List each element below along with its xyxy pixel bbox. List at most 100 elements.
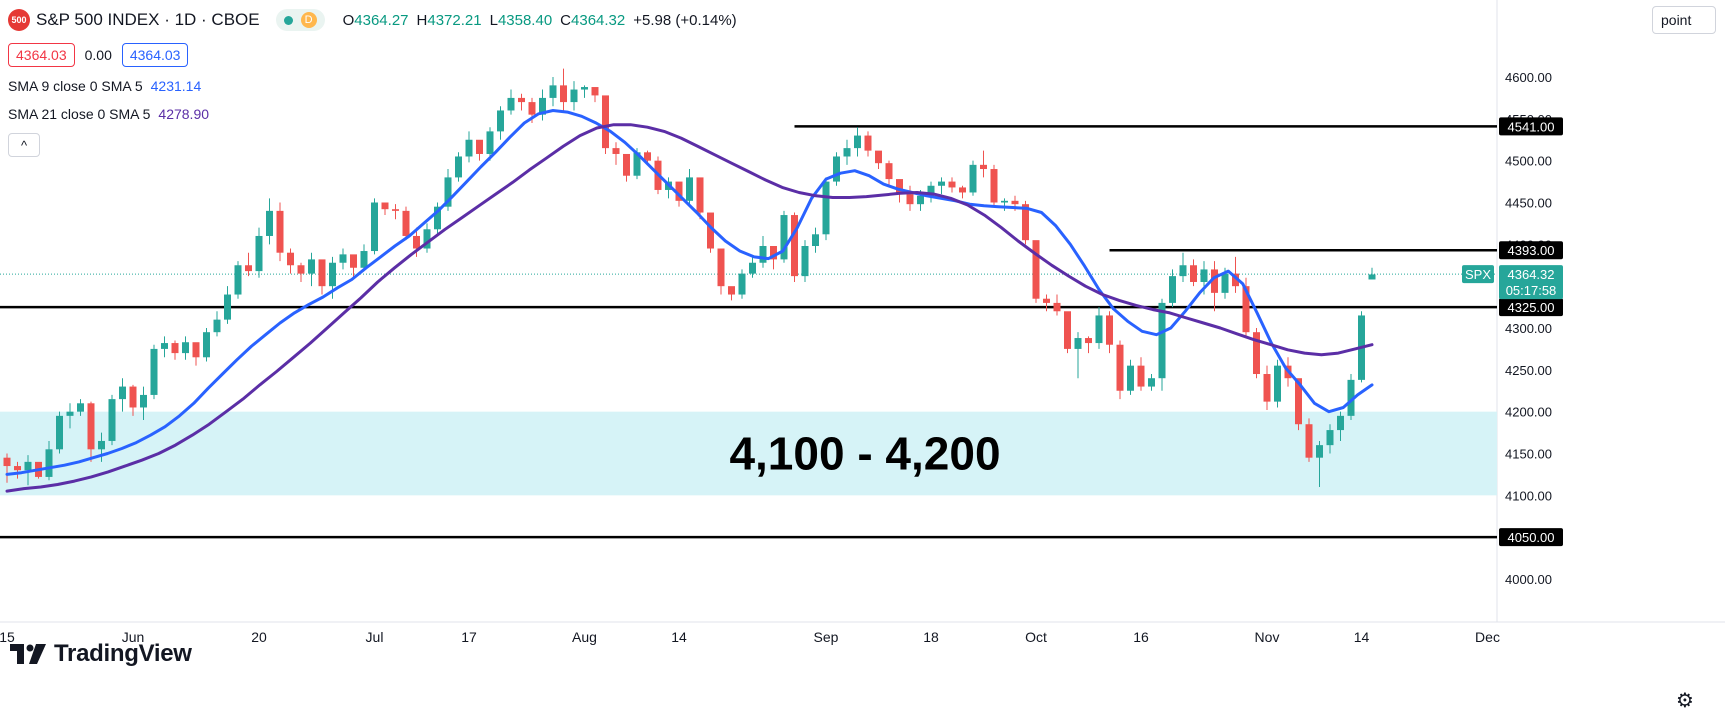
candle-body-down — [245, 265, 252, 272]
candle-body-up — [1001, 200, 1008, 203]
candle-body-up — [1074, 338, 1082, 349]
candle-body-up — [108, 399, 116, 441]
x-tick-label: Oct — [1025, 629, 1047, 645]
candle-body-down — [906, 194, 914, 205]
candle-body-down — [1253, 332, 1260, 375]
candle-body-up — [465, 139, 473, 157]
level-price-label: 4541.00 — [1508, 119, 1555, 134]
candle-body-down — [350, 254, 357, 268]
last-price-tag — [1499, 265, 1563, 300]
level-price-tag — [1499, 117, 1563, 136]
candle-body-down — [791, 215, 798, 277]
candle-body-up — [1179, 265, 1187, 277]
candle-body-up — [917, 195, 924, 205]
level-price-label: 4325.00 — [1508, 300, 1555, 315]
level-price-label: 4050.00 — [1508, 530, 1555, 545]
candle-body-up — [507, 97, 515, 111]
candle-body-up — [182, 342, 189, 354]
candle-body-down — [528, 102, 536, 115]
sell-button[interactable]: 4364.03 — [8, 43, 75, 67]
symbol-tag-label: SPX — [1465, 267, 1491, 282]
gear-icon[interactable]: ⚙ — [1676, 690, 1694, 712]
y-tick-label: 4600.00 — [1505, 70, 1552, 85]
x-tick-label: Nov — [1255, 629, 1280, 645]
buy-button[interactable]: 4364.03 — [121, 43, 189, 67]
candle-body-down — [1053, 302, 1061, 312]
candle-body-down — [1242, 286, 1250, 333]
symbol-row: 500 S&P 500 INDEX · 1D · CBOE D O4364.27… — [8, 8, 745, 32]
x-tick-label: 14 — [1354, 629, 1370, 645]
candle-body-down — [717, 248, 725, 287]
symbol-logo[interactable]: 500 — [8, 9, 30, 31]
y-tick-label: 4200.00 — [1505, 405, 1552, 420]
x-tick-label: 18 — [923, 629, 939, 645]
x-tick-label: 20 — [251, 629, 267, 645]
candle-body-up — [759, 246, 767, 263]
level-price-tag — [1499, 298, 1563, 317]
price-change: +5.98 (+0.14%) — [633, 11, 737, 29]
spread-value: 0.00 — [84, 47, 112, 63]
sma21-value: 4278.90 — [158, 106, 210, 122]
candle-body-up — [161, 343, 168, 349]
candle-body-down — [297, 265, 305, 274]
candle-body-down — [1043, 298, 1050, 303]
candle-body-down — [885, 163, 893, 180]
candle-body-down — [623, 153, 630, 176]
candle-body-down — [728, 286, 735, 295]
tradingview-watermark[interactable]: TradingView — [10, 640, 192, 668]
data-delay-badge: D — [300, 12, 317, 28]
x-tick-label: 17 — [461, 629, 477, 645]
candle-body-down — [392, 209, 399, 211]
candle-body-up — [66, 411, 74, 416]
candle-body-down — [381, 202, 389, 210]
candle-body-down — [1137, 365, 1145, 387]
candle-body-down — [276, 210, 284, 253]
sma9-line — [5, 109, 1374, 476]
collapse-legend-button[interactable]: ^ — [8, 133, 40, 157]
candle-body-down — [696, 177, 704, 213]
candle-body-up — [539, 97, 546, 115]
candle-body-up — [1200, 269, 1208, 282]
candle-body-up — [1337, 415, 1344, 431]
ohlc-close: C4364.32 — [560, 11, 626, 29]
candle-body-up — [329, 262, 336, 287]
candle-body-up — [119, 386, 126, 400]
candle-body-down — [1064, 311, 1071, 349]
candle-body-up — [140, 394, 147, 408]
candle-body-down — [518, 97, 525, 103]
sma21-line — [5, 123, 1374, 493]
bar-countdown: 05:17:58 — [1506, 283, 1557, 298]
candle-body-up — [1368, 274, 1376, 280]
ohlc-open: O4364.27 — [342, 11, 409, 29]
y-tick-label: 4150.00 — [1505, 447, 1552, 462]
candle-body-down — [402, 210, 410, 236]
candle-body-up — [98, 440, 105, 450]
symbol-title[interactable]: S&P 500 INDEX · 1D · CBOE — [36, 10, 260, 29]
cursor-mode-select[interactable]: point — [1652, 6, 1716, 34]
candle-body-down — [980, 164, 987, 170]
x-tick-label: Jun — [122, 629, 145, 645]
candle-body-down — [1263, 374, 1271, 402]
candle-body-down — [770, 246, 777, 260]
candle-body-up — [822, 181, 830, 235]
candle-body-up — [1169, 276, 1176, 303]
sma9-legend[interactable]: SMA 9 close 0 SMA 5 4231.14 — [8, 75, 745, 97]
x-tick-label: 15 — [0, 629, 15, 645]
trade-row: 4364.03 0.00 4364.03 — [8, 41, 745, 69]
candle-body-down — [560, 85, 567, 103]
level-price-tag — [1499, 241, 1563, 260]
candle-body-down — [287, 252, 294, 266]
candle-body-down — [318, 259, 326, 287]
candle-body-down — [591, 87, 599, 96]
sma21-label: SMA 21 close 0 SMA 5 — [8, 106, 151, 122]
sma21-legend[interactable]: SMA 21 close 0 SMA 5 4278.90 — [8, 103, 745, 125]
market-status-pill[interactable]: D — [275, 9, 325, 31]
x-tick-label: 16 — [1133, 629, 1149, 645]
candle-body-up — [1221, 273, 1229, 293]
candle-body-up — [1274, 365, 1281, 402]
tradingview-brand: TradingView — [54, 640, 192, 667]
candle-body-up — [549, 85, 557, 98]
candle-body-up — [1326, 430, 1334, 446]
